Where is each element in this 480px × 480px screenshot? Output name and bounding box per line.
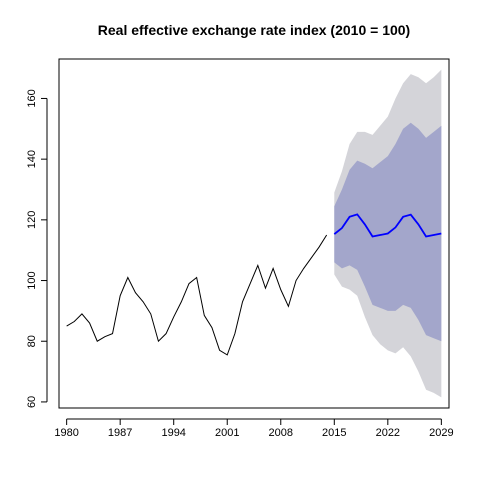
x-tick-label: 1987: [108, 427, 132, 439]
y-tick-label: 120: [26, 211, 38, 229]
y-tick-label: 60: [26, 396, 38, 408]
history-line: [66, 234, 328, 356]
forecast-line: [333, 213, 442, 238]
x-tick-label: 2022: [376, 427, 400, 439]
y-tick-label: 100: [26, 271, 38, 289]
chart-title: Real effective exchange rate index (2010…: [98, 22, 410, 38]
x-tick-label: 2008: [269, 427, 293, 439]
x-axis: 1980 1987 1994 2001 2008 2015 2022 2029: [54, 418, 454, 439]
y-tick-label: 140: [26, 150, 38, 168]
x-tick-label: 1994: [161, 427, 185, 439]
y-tick-label: 80: [26, 335, 38, 347]
chart-lines: [66, 213, 442, 356]
x-tick-label: 2001: [215, 427, 239, 439]
y-axis: 60 80 100 120 140 160: [26, 89, 48, 408]
y-tick-label: 160: [26, 89, 38, 107]
x-tick-label: 2015: [322, 427, 346, 439]
x-tick-label: 1980: [54, 427, 78, 439]
band-80: [334, 122, 442, 342]
plot-frame: [58, 58, 450, 409]
x-tick-label: 2029: [429, 427, 453, 439]
